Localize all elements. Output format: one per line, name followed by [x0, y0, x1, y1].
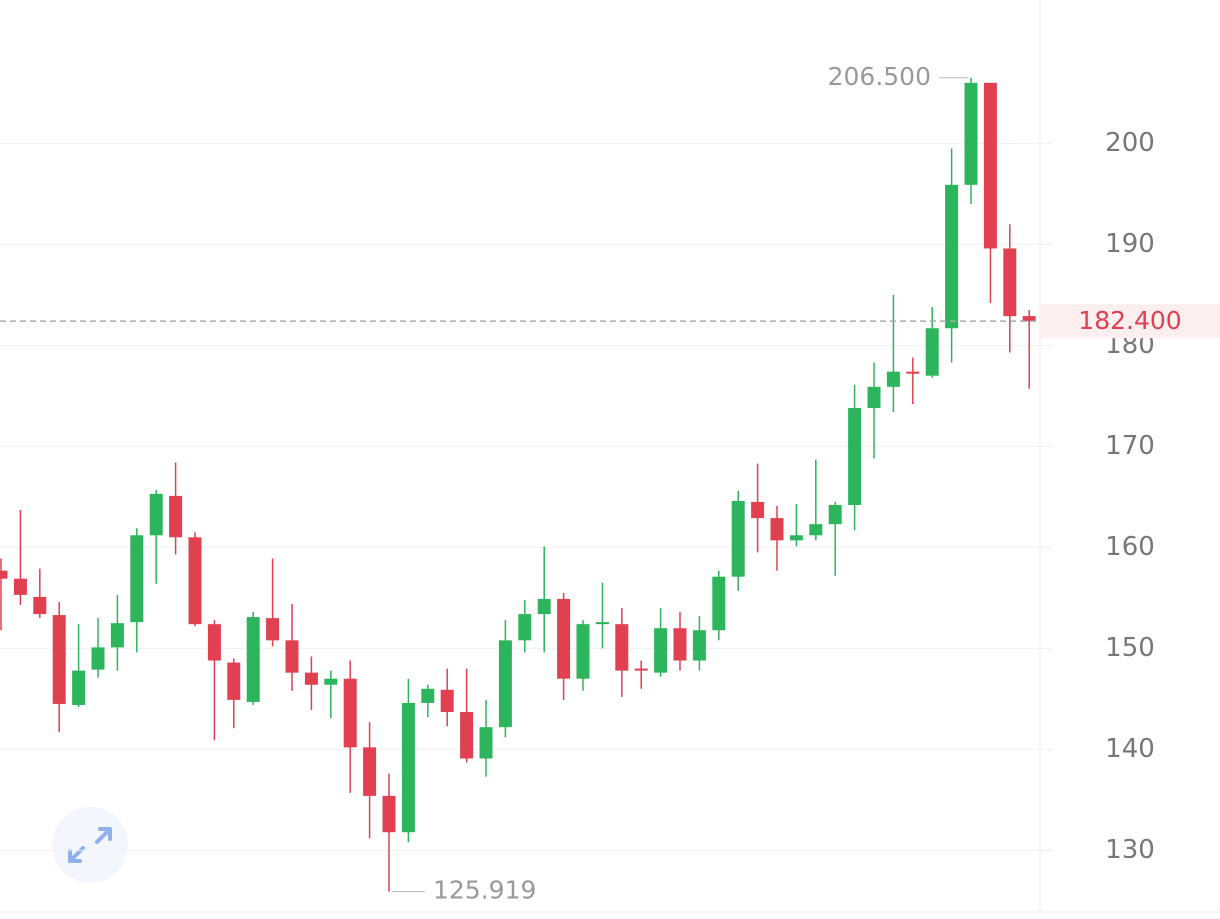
candle-body	[324, 678, 338, 685]
candle-body	[363, 747, 377, 796]
candle-body	[712, 576, 726, 631]
candle-body	[498, 640, 512, 728]
candle-body	[207, 624, 221, 661]
candle-body	[0, 570, 8, 579]
expand-button-bg[interactable]	[52, 807, 128, 883]
candle-body	[401, 702, 415, 833]
y-tick-label: 140	[1105, 734, 1155, 764]
candle-body	[440, 689, 454, 713]
candle-body	[1003, 248, 1017, 317]
candle-body	[52, 615, 66, 704]
y-tick-label: 170	[1105, 431, 1155, 461]
candle-body	[770, 518, 784, 541]
candle-body	[809, 524, 823, 536]
last-price-label: 182.400	[1078, 306, 1181, 335]
y-tick-label: 150	[1105, 633, 1155, 663]
candle-body	[72, 670, 86, 705]
candle-body	[460, 712, 474, 759]
candle-body	[576, 624, 590, 679]
candle-body	[266, 618, 280, 641]
candle-body	[925, 328, 939, 376]
candle-body	[983, 82, 997, 249]
candle-body	[169, 495, 183, 538]
candle-body	[557, 598, 571, 679]
candle-body	[906, 371, 920, 374]
candle-body	[149, 493, 163, 536]
candle-body	[91, 647, 105, 670]
y-tick-label: 190	[1105, 229, 1155, 259]
expand-icon[interactable]	[68, 827, 112, 863]
candle-body	[382, 795, 396, 833]
candle-body	[731, 500, 745, 577]
candle-body	[789, 535, 803, 541]
candle-body	[227, 662, 241, 700]
candle-body	[886, 371, 900, 387]
last-price-tag	[1040, 304, 1220, 339]
candle-body	[343, 678, 357, 748]
candle-body	[246, 617, 260, 702]
candle-body	[1022, 316, 1036, 322]
candle-body	[634, 668, 648, 671]
candle-body	[130, 535, 144, 623]
candle-body	[33, 596, 47, 615]
candle-body	[751, 501, 765, 519]
expand-button[interactable]	[52, 807, 128, 883]
candle-body	[945, 184, 959, 329]
candle-body	[188, 537, 202, 625]
y-tick-label: 130	[1105, 835, 1155, 865]
candle-body	[13, 578, 27, 595]
candle-body	[848, 408, 862, 505]
candle-body	[867, 386, 881, 409]
candle-body	[537, 598, 551, 615]
candle-body	[110, 623, 124, 648]
candle-body	[828, 504, 842, 525]
candle-body	[692, 630, 706, 661]
min-marker-label: 125.919	[433, 876, 536, 905]
candle-body	[654, 628, 668, 673]
max-marker-label: 206.500	[828, 62, 931, 91]
candle-body	[304, 672, 318, 685]
candle-body	[595, 622, 609, 625]
y-tick-label: 200	[1105, 128, 1155, 158]
candle-body	[479, 727, 493, 759]
y-tick-label: 160	[1105, 532, 1155, 562]
candle-body	[518, 614, 532, 641]
candle-body	[615, 624, 629, 671]
candle-body	[285, 640, 299, 673]
candle-body	[673, 628, 687, 661]
candle-body	[421, 688, 435, 703]
candle-body	[964, 82, 978, 185]
